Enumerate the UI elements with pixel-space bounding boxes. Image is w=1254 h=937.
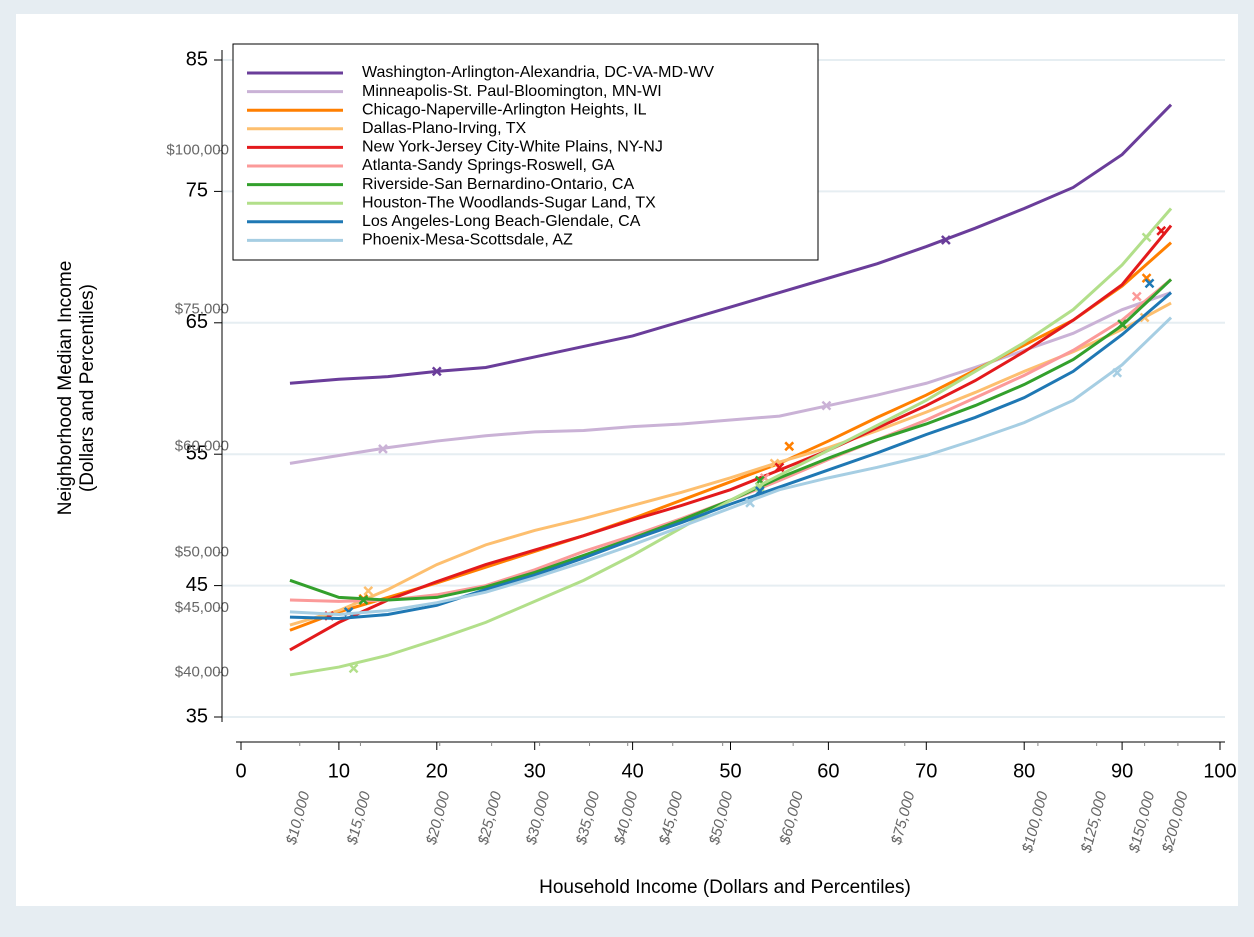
marker xyxy=(784,441,795,452)
marker xyxy=(1131,291,1142,302)
y-dollar-label: $60,000 xyxy=(175,437,229,454)
legend-label: Atlanta-Sandy Springs-Roswell, GA xyxy=(362,157,615,174)
legend-label: Phoenix-Mesa-Scottsdale, AZ xyxy=(362,232,573,249)
legend-label: Los Angeles-Long Beach-Glendale, CA xyxy=(362,213,641,230)
marker xyxy=(1141,273,1152,284)
legend-label: Chicago-Naperville-Arlington Heights, IL xyxy=(362,101,647,118)
series-line xyxy=(289,224,1173,652)
marker xyxy=(358,595,369,605)
y-tick-label: 55 xyxy=(186,442,208,464)
y-tick-label: 45 xyxy=(186,574,208,596)
y-axis-title: Neighborhood Median Income xyxy=(55,261,76,516)
marker xyxy=(363,585,374,596)
marker xyxy=(431,366,442,377)
x-tick-label: 30 xyxy=(524,760,546,782)
marker xyxy=(1117,319,1127,329)
marker xyxy=(821,400,832,411)
marker xyxy=(348,663,359,674)
marker xyxy=(1156,225,1167,236)
legend-label: Houston-The Woodlands-Sugar Land, TX xyxy=(362,194,656,211)
x-tick-label: 0 xyxy=(235,760,246,782)
legend-label: Riverside-San Bernardino-Ontario, CA xyxy=(362,176,634,193)
y-dollar-label: $45,000 xyxy=(175,599,229,616)
x-tick-label: 50 xyxy=(719,760,741,782)
y-tick-label: 75 xyxy=(186,180,208,202)
marker xyxy=(1144,278,1155,289)
x-tick-label: 40 xyxy=(621,760,643,782)
legend-label: Minneapolis-St. Paul-Bloomington, MN-WI xyxy=(362,83,662,100)
y-dollar-label: $40,000 xyxy=(175,663,229,680)
series-line xyxy=(289,301,1172,627)
marker xyxy=(774,462,785,473)
y-axis-title: (Dollars and Percentiles) xyxy=(77,284,98,492)
x-tick-label: 100 xyxy=(1203,760,1236,782)
marker xyxy=(378,444,388,454)
x-tick-label: 60 xyxy=(817,760,839,782)
y-tick-label: 65 xyxy=(186,311,208,333)
y-dollar-label: $100,000 xyxy=(166,142,229,159)
legend-label: New York-Jersey City-White Plains, NY-NJ xyxy=(362,139,663,156)
series-line xyxy=(289,207,1173,677)
series-line xyxy=(289,291,1173,620)
marker xyxy=(745,497,755,508)
marker xyxy=(754,486,765,496)
legend-box xyxy=(232,43,819,261)
x-tick-label: 90 xyxy=(1111,760,1133,782)
legend: Washington-Arlington-Alexandria, DC-VA-M… xyxy=(232,43,819,261)
marker xyxy=(1112,367,1123,378)
y-tick-label: 35 xyxy=(186,705,208,727)
y-dollar-label: $75,000 xyxy=(175,301,229,318)
x-tick-label: 80 xyxy=(1013,760,1035,782)
legend-label: Dallas-Plano-Irving, TX xyxy=(362,120,527,137)
marker xyxy=(1141,232,1152,243)
x-tick-label: 20 xyxy=(426,760,448,782)
series-line xyxy=(289,316,1173,617)
legend-label: Washington-Arlington-Alexandria, DC-VA-M… xyxy=(362,64,714,81)
y-dollar-label: $50,000 xyxy=(175,544,229,561)
x-axis-title: Household Income (Dollars and Percentile… xyxy=(539,877,911,898)
x-tick-label: 70 xyxy=(915,760,937,782)
marker xyxy=(940,235,951,245)
x-tick-label: 10 xyxy=(328,760,350,782)
y-tick-label: 85 xyxy=(186,48,208,70)
